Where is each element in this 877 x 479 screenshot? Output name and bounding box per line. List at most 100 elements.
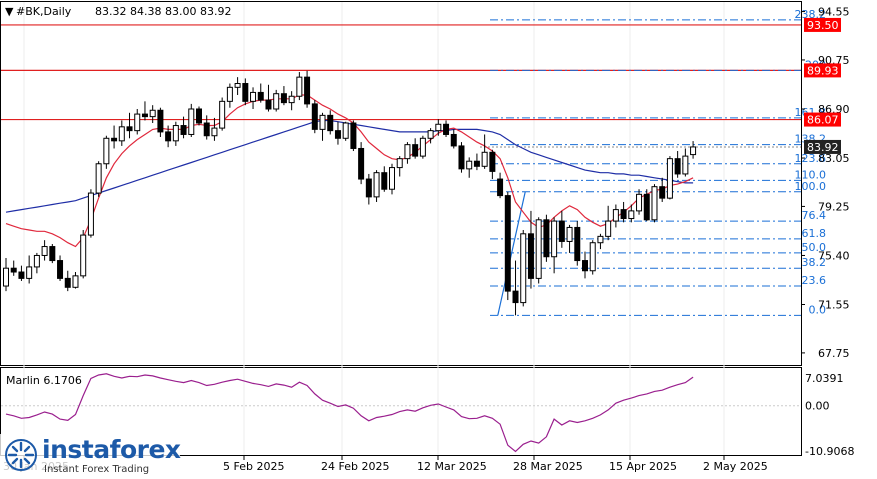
candle-body [659,186,666,199]
candle-body [381,172,388,190]
candle-body [211,127,218,137]
candle-body [404,144,411,160]
candle-body [157,109,164,133]
symbol-label: #BK,Daily [16,5,72,18]
candle-body [651,186,658,221]
candle-body [458,145,465,170]
candle-body [180,125,187,135]
time-tick-label: 5 Feb 2025 [223,460,284,473]
candle-body [219,100,226,129]
candle-body [72,275,79,288]
candle-body [358,147,365,180]
candle-body [497,178,504,197]
candle-body [172,125,179,142]
time-tick-label: 15 Apr 2025 [609,460,677,473]
candle-body [674,158,681,175]
candle-body [373,172,380,198]
price-tag-label: 93.50 [807,19,839,32]
fib-level-label: 23.6 [802,274,827,287]
candle-body [574,226,581,262]
price-tick-label: 79.25 [818,200,850,213]
fib-level-label: 61.8 [802,227,827,240]
candle-body [57,260,64,279]
fast-ma-line [5,94,694,248]
candle-body [134,113,141,132]
candle-body [597,235,604,244]
candle-body [80,234,87,277]
candle-body [273,93,280,110]
candle-body [103,137,110,165]
price-tags: 93.50 89.93 86.07 83.92 [804,17,841,154]
candle-body [620,209,627,220]
candle-body [95,163,102,194]
candle-body [311,103,318,130]
candle-body [535,219,542,279]
candle-body [666,158,673,199]
moving-averages [5,94,694,248]
fib-level-label: 100.0 [795,180,827,193]
price-tag-label: 89.93 [807,64,839,77]
candle-body [481,151,488,167]
candle-body [527,233,534,279]
candle-body [443,123,450,135]
slow-ma-line [5,119,694,213]
candle-body [628,210,635,220]
time-tick-label: 2 May 2025 [703,460,768,473]
candle-body [111,137,118,142]
candle-body [234,83,241,88]
candle-body [520,233,527,304]
indicator-tick-label: -10.9068 [805,445,854,458]
oscillator-line [5,373,694,453]
candle-body [242,83,249,102]
price-tick-label: 67.75 [818,347,850,360]
candle-body [280,93,287,104]
candle-body [288,95,295,104]
indicator-tick-label: 7.0391 [805,372,844,385]
candle-body [558,220,565,242]
watermark-tagline: Instant Forex Trading [44,464,150,475]
candle-body [87,192,94,236]
price-tick-label: 94.55 [818,6,850,19]
price-tag [804,112,841,127]
price-tick-label: 75.40 [818,249,850,262]
time-tick-label: 24 Feb 2025 [321,460,389,473]
instaforex-watermark: instaforex Instant Forex Trading [0,434,181,479]
candle-body [435,123,442,132]
time-tick-label: 28 Mar 2025 [513,460,583,473]
instaforex-logo-icon [5,439,37,471]
candle-body [512,290,519,304]
candle-body [33,254,40,268]
candle-body [682,155,689,175]
candle-body [450,133,457,147]
candle-body [41,246,48,256]
candle-body [165,131,172,142]
candle-body [141,113,148,118]
candle-body [643,193,650,221]
candle-body [126,126,133,132]
candle-body [350,122,357,149]
candle-body [250,91,257,102]
candle-body [226,86,233,102]
candle-body [473,160,480,167]
fib-level-label: 0.0 [809,303,827,316]
candle-body [427,130,434,139]
candle-body [296,76,303,97]
price-tag [804,17,841,32]
candle-body [543,219,550,258]
time-tick-label: 12 Mar 2025 [417,460,487,473]
candle-body [49,246,56,262]
candle-body [582,260,588,272]
candle-body [365,178,372,198]
fib-level-label: 50.0 [802,241,827,254]
candlestick-series [3,70,697,316]
collapse-arrow-icon[interactable]: ▼ [5,5,14,18]
fib-anchor-line [497,191,526,316]
candle-body [10,267,17,273]
candle-body [26,266,33,279]
grid-lines [23,2,725,455]
candle-body [466,160,473,170]
price-tick-label: 83.05 [818,152,850,165]
candle-body [566,226,573,242]
candle-body [690,146,697,156]
fib-level-label: 110.0 [795,168,827,181]
